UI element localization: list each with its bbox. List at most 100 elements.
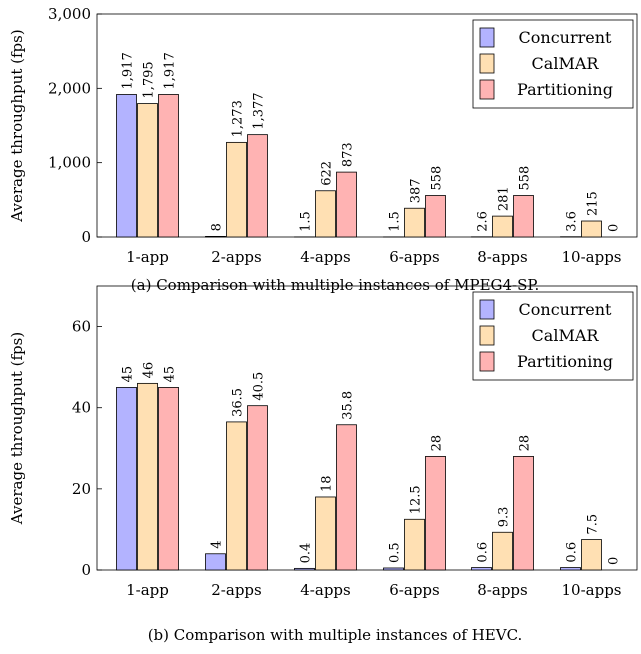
bar-value-label: 0.5 <box>388 542 403 563</box>
y-tick-label: 3,000 <box>48 5 91 23</box>
bar-value-label: 28 <box>430 435 445 452</box>
bar-value-label: 1.5 <box>388 211 403 232</box>
plot-frame <box>96 285 638 571</box>
bar-value-label: 18 <box>320 475 335 492</box>
bar-concurrent <box>560 567 581 571</box>
figure-caption: (b) Comparison with multiple instances o… <box>148 626 523 644</box>
y-tick-label: 20 <box>72 480 91 498</box>
legend-label: CalMAR <box>532 54 600 73</box>
chart-mpeg4-sp: 0 1,000 2,000 3,000 Average throughput (fps)… <box>8 5 638 294</box>
bar-partitioning <box>513 455 534 571</box>
bar-partitioning <box>425 195 446 238</box>
bar-value-label: 35.8 <box>341 391 356 420</box>
y-axis-label: Average throughput (fps) <box>8 29 26 222</box>
x-tick-label: 6-apps <box>389 248 439 266</box>
bar-value-label: 36.5 <box>231 388 246 417</box>
bar-value-label: 1.5 <box>299 211 314 232</box>
bar-value-label: 281 <box>497 186 512 211</box>
bar-value-label: 215 <box>586 191 601 216</box>
bar-calmar <box>315 190 336 238</box>
x-tick-label: 4-apps <box>300 248 350 266</box>
bar-concurrent <box>471 567 492 571</box>
bar-partitioning <box>158 387 179 571</box>
x-tick-label: 2-apps <box>211 248 261 266</box>
bar-calmar <box>226 141 247 238</box>
plot-frame <box>96 13 638 238</box>
bar-value-label: 0.4 <box>299 543 314 564</box>
bar-value-label: 1,795 <box>142 61 157 98</box>
bar-partitioning <box>336 171 357 238</box>
bar-value-label: 46 <box>142 362 157 379</box>
bar-value-label: 4 <box>210 540 225 548</box>
legend-label: Concurrent <box>519 300 613 319</box>
bar-value-label: 622 <box>320 161 335 186</box>
bar-value-label: 12.5 <box>409 485 424 514</box>
bar-calmar <box>581 220 602 238</box>
bar-value-label: 0 <box>607 557 622 565</box>
bar-concurrent <box>294 567 315 571</box>
y-tick-label: 60 <box>72 318 91 336</box>
bar-partitioning <box>158 94 179 238</box>
bar-value-label: 28 <box>518 435 533 452</box>
bar-concurrent <box>383 567 404 571</box>
bar-value-label: 1,917 <box>121 52 136 89</box>
x-tick-label: 10-apps <box>562 248 622 266</box>
bar-partitioning <box>336 424 357 571</box>
bar-value-label: 387 <box>409 178 424 203</box>
bar-value-label: 1,917 <box>163 52 178 89</box>
y-tick-label: 0 <box>81 228 91 246</box>
x-tick-label: 1-app <box>126 581 169 599</box>
legend-swatch-concurrent <box>479 27 495 48</box>
figure-caption: (a) Comparison with multiple instances o… <box>131 276 539 294</box>
y-axis-label: Average throughput (fps) <box>8 332 26 525</box>
bar-partitioning <box>513 195 534 238</box>
bar-calmar <box>492 215 513 238</box>
bar-value-label: 0.6 <box>565 542 580 563</box>
legend-label: Partitioning <box>517 352 613 371</box>
legend-swatch-partitioning <box>479 79 495 100</box>
x-tick-label: 10-apps <box>562 581 622 599</box>
bar-value-label: 45 <box>121 366 136 383</box>
x-tick-label: 4-apps <box>300 581 350 599</box>
legend-label: Concurrent <box>519 28 613 47</box>
bar-value-label: 558 <box>430 166 445 191</box>
bar-value-label: 9.3 <box>497 507 512 528</box>
x-tick-label: 8-apps <box>477 581 527 599</box>
bar-value-label: 3.6 <box>565 211 580 232</box>
legend-swatch-partitioning <box>479 351 495 372</box>
bar-concurrent <box>116 94 137 238</box>
x-tick-label: 8-apps <box>477 248 527 266</box>
bar-calmar <box>137 103 158 238</box>
legend-swatch-calmar <box>479 53 495 74</box>
legend-label: Partitioning <box>517 80 613 99</box>
legend-label: CalMAR <box>532 326 600 345</box>
bar-calmar <box>404 518 425 571</box>
bar-value-label: 40.5 <box>252 372 267 401</box>
bar-calmar <box>315 496 336 571</box>
legend-swatch-concurrent <box>479 299 495 320</box>
bar-value-label: 0.6 <box>476 542 491 563</box>
bar-value-label: 1,377 <box>252 92 267 129</box>
bar-value-label: 2.6 <box>476 211 491 232</box>
x-tick-label: 6-apps <box>389 581 439 599</box>
bar-calmar <box>581 539 602 571</box>
bar-partitioning <box>247 405 268 571</box>
legend-swatch-calmar <box>479 325 495 346</box>
bar-value-label: 8 <box>210 223 225 231</box>
y-tick-label: 1,000 <box>48 154 91 172</box>
bar-concurrent <box>205 236 226 238</box>
bar-calmar <box>226 421 247 571</box>
bar-value-label: 7.5 <box>586 514 601 535</box>
bar-concurrent <box>205 553 226 571</box>
bar-calmar <box>404 207 425 238</box>
legend-box <box>472 19 634 109</box>
bar-value-label: 45 <box>163 366 178 383</box>
bar-calmar <box>137 382 158 571</box>
bar-partitioning <box>425 455 446 571</box>
y-tick-label: 40 <box>72 399 91 417</box>
legend: Concurrent CalMAR Partitioning <box>472 19 634 109</box>
bar-value-label: 0 <box>607 224 622 232</box>
legend-box <box>472 291 634 381</box>
